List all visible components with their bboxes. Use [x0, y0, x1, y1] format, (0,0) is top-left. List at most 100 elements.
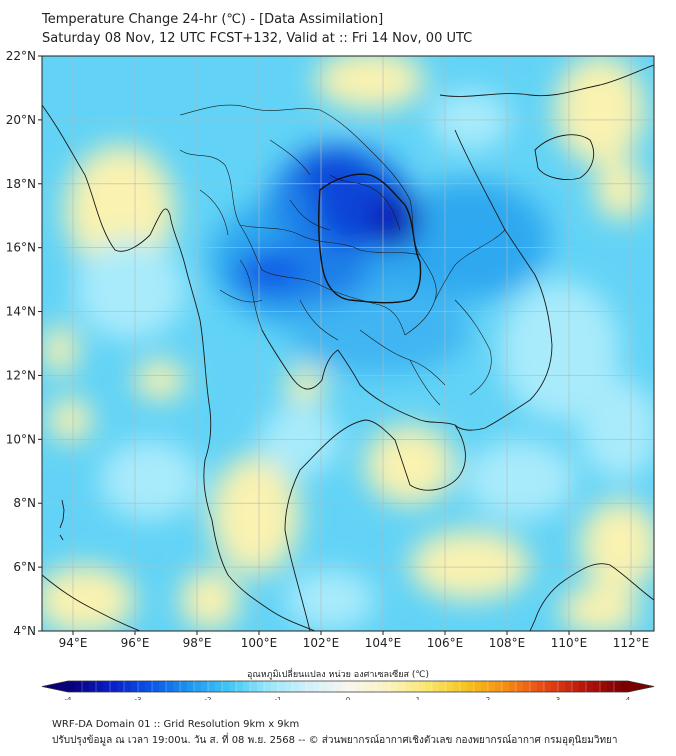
colorbar-segment — [131, 681, 139, 692]
colorbar-segment — [446, 681, 454, 692]
colorbar-segment — [439, 681, 447, 692]
colorbar-min-extension — [42, 681, 68, 692]
colorbar-segment — [173, 681, 181, 692]
colorbar-segment — [397, 681, 405, 692]
latitude-labels: 22°N 20°N 18°N 16°N 14°N 12°N 10°N 8°N 6°N 4°N — [6, 49, 42, 638]
colorbar-tick-label: -4 — [65, 696, 73, 700]
country-border — [317, 173, 422, 304]
colorbar-segment — [124, 681, 132, 692]
colorbar-segment — [432, 681, 440, 692]
colorbar-segment — [488, 681, 496, 692]
colorbar — [41, 680, 655, 693]
colorbar-tick-label: 3 — [556, 696, 560, 700]
colorbar-segment — [278, 681, 286, 692]
temperature-map: 22°N 20°N 18°N 16°N 14°N 12°N 10°N 8°N 6°N 4°N 94… — [6, 49, 655, 700]
lon-tick-label: 102°E — [303, 636, 340, 650]
colorbar-segment — [418, 681, 426, 692]
colorbar-segment — [194, 681, 202, 692]
colorbar-segment — [271, 681, 279, 692]
colorbar-segment — [558, 681, 566, 692]
colorbar-segment — [75, 681, 83, 692]
colorbar-segment — [334, 681, 342, 692]
colorbar-segment — [362, 681, 370, 692]
lon-tick-label: 110°E — [551, 636, 588, 650]
colorbar-segment — [103, 681, 111, 692]
colorbar-segment — [530, 681, 538, 692]
colorbar-segment — [82, 681, 90, 692]
colorbar-segment — [502, 681, 510, 692]
colorbar-segment — [152, 681, 160, 692]
colorbar-segment — [481, 681, 489, 692]
colorbar-segment — [460, 681, 468, 692]
lon-tick-label: 100°E — [241, 636, 278, 650]
colorbar-segment — [89, 681, 97, 692]
lat-tick-label: 22°N — [6, 49, 36, 63]
colorbar-segment — [327, 681, 335, 692]
lat-tick-label: 20°N — [6, 113, 36, 127]
colorbar-label: อุณหภูมิเปลี่ยนแปลง หน่วย องศาเซลเซียส (… — [246, 670, 430, 680]
colorbar-segment — [96, 681, 104, 692]
colorbar-outline — [41, 680, 655, 693]
colorbar-ticks: -4 -3 -2 -1 0 1 2 3 4 — [65, 696, 631, 700]
colorbar-segment — [509, 681, 517, 692]
colorbar-segment — [572, 681, 580, 692]
colorbar-segment — [453, 681, 461, 692]
colorbar-segment — [495, 681, 503, 692]
colorbar-segment — [425, 681, 433, 692]
colorbar-segment — [215, 681, 223, 692]
colorbar-segment — [229, 681, 237, 692]
colorbar-max-extension — [628, 681, 654, 692]
footer-credits: ปรับปรุงข้อมูล ณ เวลา 19:00น. วัน ส. ที่… — [52, 735, 618, 746]
lat-tick-label: 10°N — [6, 432, 36, 446]
colorbar-segment — [292, 681, 300, 692]
colorbar-segment — [166, 681, 174, 692]
lat-tick-label: 12°N — [6, 368, 36, 382]
lon-tick-label: 96°E — [121, 636, 150, 650]
lon-tick-label: 94°E — [59, 636, 88, 650]
colorbar-segment — [523, 681, 531, 692]
colorbar-segment — [411, 681, 419, 692]
longitude-labels: 94°E 96°E 98°E 100°E 102°E 104°E 106°E 108°E 110… — [59, 631, 650, 650]
colorbar-segment — [341, 681, 349, 692]
colorbar-segment — [243, 681, 251, 692]
colorbar-segment — [544, 681, 552, 692]
colorbar-tick-label: -3 — [135, 696, 142, 700]
lat-tick-label: 4°N — [13, 624, 36, 638]
colorbar-segment — [110, 681, 118, 692]
colorbar-segment — [467, 681, 475, 692]
colorbar-segment — [320, 681, 328, 692]
colorbar-segment — [138, 681, 146, 692]
lat-tick-label: 18°N — [6, 177, 36, 191]
lon-tick-label: 112°E — [613, 636, 650, 650]
admin-borders — [179, 104, 506, 406]
colorbar-segment — [551, 681, 559, 692]
colorbar-segment — [117, 681, 125, 692]
colorbar-segment — [404, 681, 412, 692]
lat-tick-label: 6°N — [13, 560, 36, 574]
colorbar-segment — [579, 681, 587, 692]
colorbar-tick-label: 4 — [626, 696, 631, 700]
lon-tick-label: 106°E — [427, 636, 464, 650]
map-title: Temperature Change 24-hr (℃) - [Data Ass… — [42, 12, 384, 27]
colorbar-segment — [537, 681, 545, 692]
lat-tick-label: 14°N — [6, 305, 36, 319]
colorbar-segment — [383, 681, 391, 692]
map-subtitle: Saturday 08 Nov, 12 UTC FCST+132, Valid … — [42, 31, 473, 46]
lat-tick-label: 16°N — [6, 241, 36, 255]
colorbar-segment — [376, 681, 384, 692]
colorbar-segment — [145, 681, 153, 692]
colorbar-segment — [600, 681, 608, 692]
lon-tick-label: 108°E — [489, 636, 526, 650]
footer-model-info: WRF-DA Domain 01 :: Grid Resolution 9km … — [52, 719, 300, 730]
lat-tick-label: 8°N — [13, 496, 36, 510]
colorbar-segment — [299, 681, 307, 692]
colorbar-segment — [355, 681, 363, 692]
colorbar-tick-label: -1 — [275, 696, 282, 700]
colorbar-segment — [222, 681, 230, 692]
coastlines — [42, 64, 654, 631]
colorbar-segment — [257, 681, 265, 692]
colorbar-tick-label: 1 — [416, 696, 420, 700]
colorbar-segment — [390, 681, 398, 692]
colorbar-segment — [306, 681, 314, 692]
colorbar-segment — [201, 681, 209, 692]
